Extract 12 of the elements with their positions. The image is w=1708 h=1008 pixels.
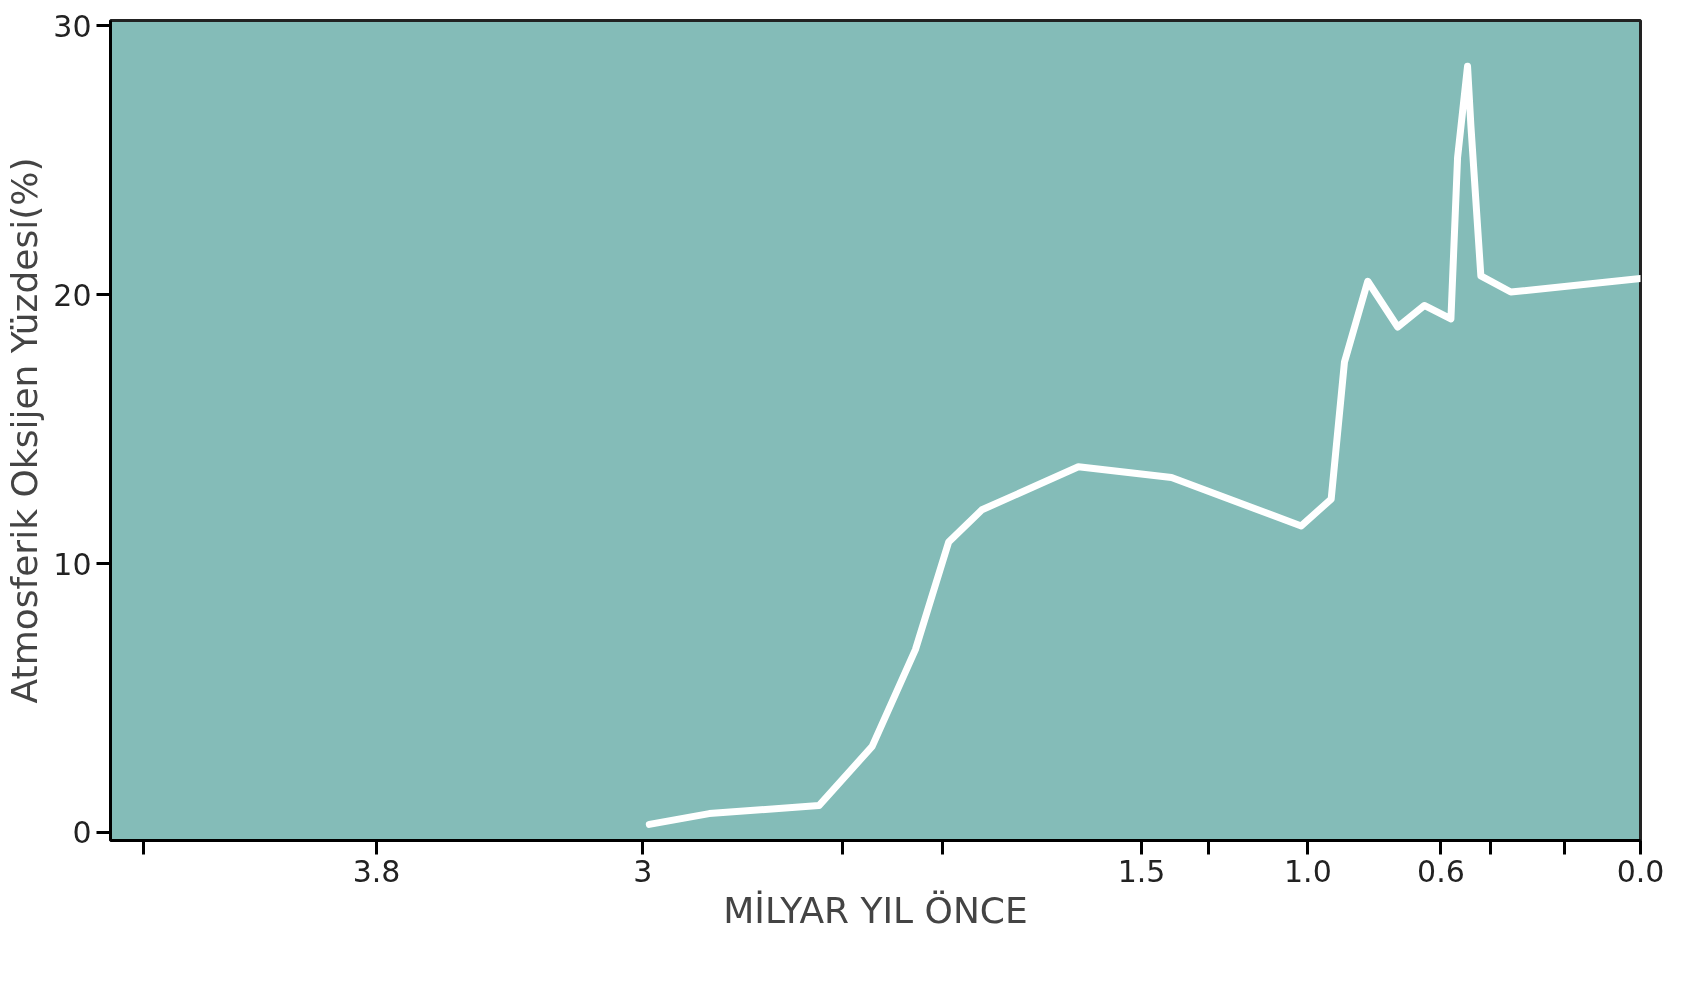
x-tick-label: 3 — [633, 853, 653, 889]
x-tick-label: 0.0 — [1616, 853, 1665, 889]
y-tick-label: 0 — [72, 815, 92, 851]
y-axis-title: Atmosferik Oksijen Yüzdesi(%) — [4, 157, 46, 704]
y-tick-label: 10 — [53, 546, 92, 582]
x-tick-label: 3.8 — [352, 853, 401, 889]
y-tick-label: 20 — [53, 277, 92, 313]
x-tick-label: 0.6 — [1417, 853, 1465, 889]
x-tick-label: 1.0 — [1284, 853, 1332, 889]
x-axis-title: MİLYAR YIL ÖNCE — [723, 889, 1028, 931]
y-tick-label: 30 — [53, 8, 92, 44]
x-tick-label: 1.5 — [1117, 853, 1166, 889]
